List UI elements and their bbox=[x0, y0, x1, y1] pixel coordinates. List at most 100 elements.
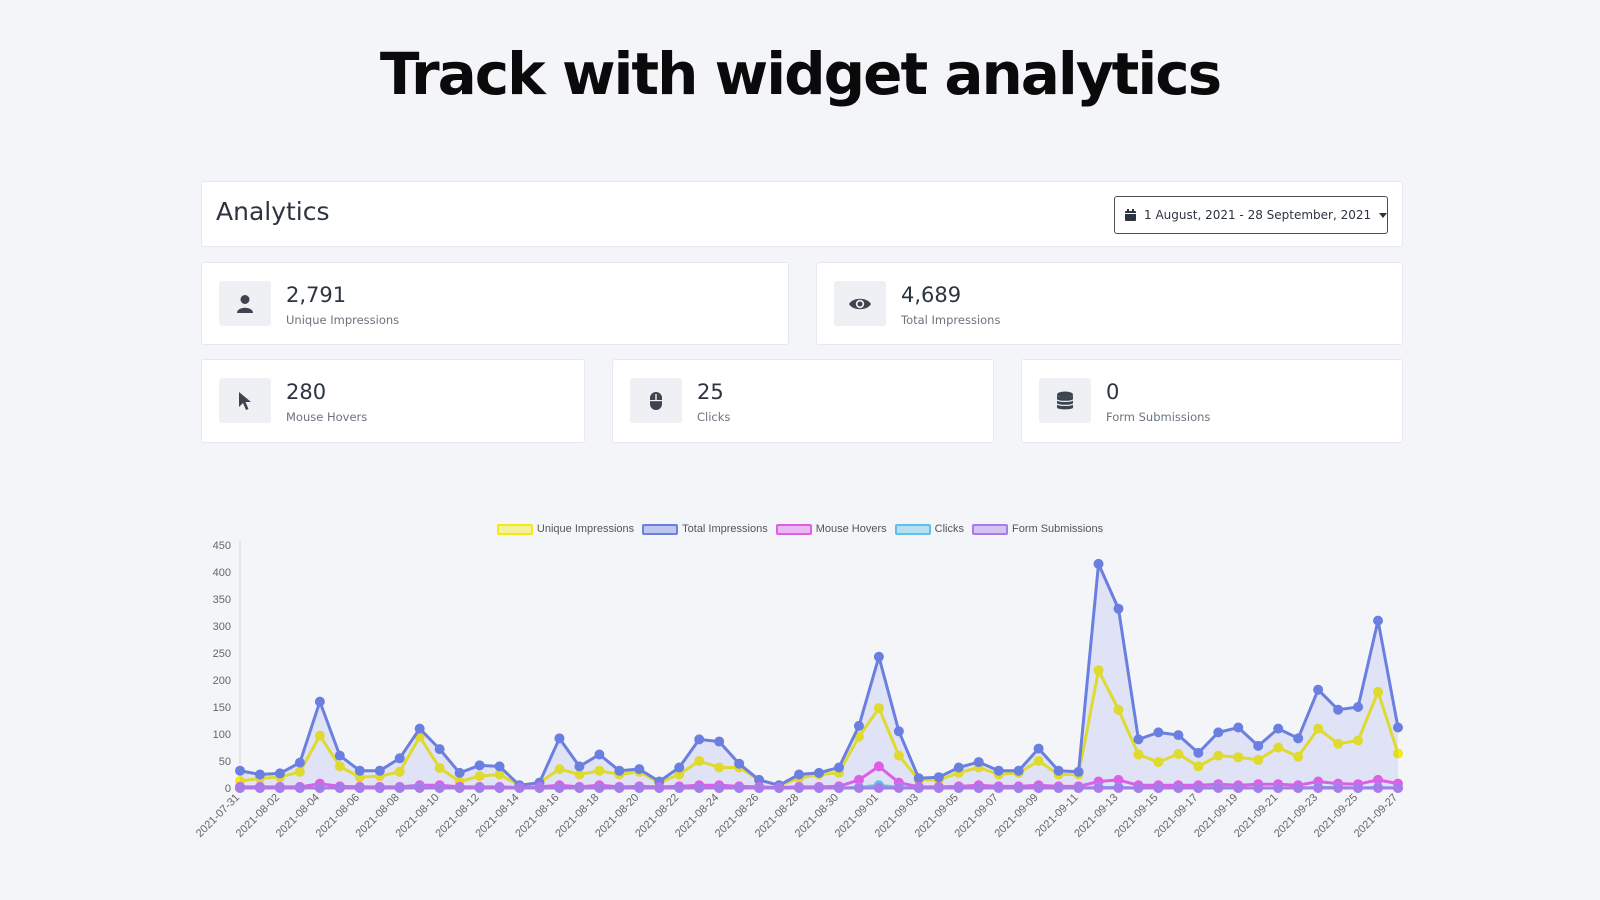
data-point-mouse-hovers bbox=[873, 761, 884, 772]
data-point-unique-impressions bbox=[1273, 742, 1284, 753]
data-point-form-submissions bbox=[1253, 783, 1264, 793]
data-point-form-submissions bbox=[833, 783, 844, 793]
data-point-total-impressions bbox=[314, 696, 325, 707]
data-point-total-impressions bbox=[294, 757, 305, 768]
chart-legend: Unique Impressions Total Impressions Mouse… bbox=[0, 523, 1600, 535]
data-point-form-submissions bbox=[634, 783, 645, 793]
data-point-unique-impressions bbox=[494, 769, 505, 780]
y-tick-label: 0 bbox=[225, 783, 231, 795]
data-point-form-submissions bbox=[454, 783, 465, 793]
data-point-form-submissions bbox=[913, 783, 924, 793]
data-point-unique-impressions bbox=[1093, 665, 1104, 676]
y-tick-label: 350 bbox=[213, 594, 231, 606]
database-icon bbox=[1039, 378, 1091, 423]
data-point-total-impressions bbox=[1273, 723, 1284, 734]
legend-item[interactable]: Clicks bbox=[894, 523, 964, 535]
data-point-total-impressions bbox=[1013, 765, 1024, 776]
data-point-form-submissions bbox=[1193, 783, 1204, 793]
data-point-form-submissions bbox=[794, 783, 805, 793]
data-point-unique-impressions bbox=[694, 756, 705, 766]
data-point-unique-impressions bbox=[1333, 738, 1344, 749]
data-point-mouse-hovers bbox=[1373, 774, 1384, 785]
data-point-form-submissions bbox=[394, 783, 405, 793]
data-point-form-submissions bbox=[1393, 783, 1403, 793]
data-point-total-impressions bbox=[794, 769, 805, 780]
analytics-title: Analytics bbox=[216, 197, 330, 226]
series-area-total-impressions bbox=[240, 563, 1398, 788]
data-point-total-impressions bbox=[953, 762, 964, 773]
data-point-total-impressions bbox=[434, 744, 445, 755]
data-point-form-submissions bbox=[614, 783, 625, 793]
data-point-unique-impressions bbox=[1113, 704, 1124, 715]
data-point-total-impressions bbox=[614, 765, 625, 776]
data-point-unique-impressions bbox=[334, 761, 345, 772]
chevron-down-icon bbox=[1379, 212, 1388, 218]
legend-swatch bbox=[972, 523, 1008, 535]
data-point-unique-impressions bbox=[1213, 750, 1224, 761]
date-range-picker[interactable]: 1 August, 2021 - 28 September, 2021 bbox=[1114, 196, 1388, 234]
legend-swatch bbox=[496, 523, 533, 535]
data-point-total-impressions bbox=[1173, 730, 1184, 741]
stat-card-form-submissions: 0 Form Submissions bbox=[1021, 359, 1403, 443]
legend-swatch bbox=[642, 523, 679, 535]
data-point-form-submissions bbox=[694, 783, 705, 793]
data-point-form-submissions bbox=[434, 783, 445, 793]
data-point-total-impressions bbox=[374, 765, 385, 776]
data-point-total-impressions bbox=[993, 765, 1004, 776]
data-point-mouse-hovers bbox=[1113, 774, 1124, 785]
data-point-total-impressions bbox=[1213, 727, 1224, 738]
y-tick-label: 200 bbox=[213, 675, 231, 687]
data-point-form-submissions bbox=[235, 783, 245, 793]
data-point-form-submissions bbox=[254, 783, 265, 793]
data-point-form-submissions bbox=[734, 783, 745, 793]
stat-value: 0 bbox=[1106, 380, 1120, 404]
data-point-unique-impressions bbox=[873, 703, 884, 714]
stat-value: 25 bbox=[697, 380, 724, 404]
y-tick-label: 250 bbox=[213, 648, 231, 660]
legend-item[interactable]: Unique Impressions bbox=[496, 523, 634, 535]
data-point-unique-impressions bbox=[294, 766, 305, 777]
legend-label: Clicks bbox=[934, 523, 964, 535]
data-point-total-impressions bbox=[674, 762, 685, 773]
data-point-total-impressions bbox=[694, 734, 705, 745]
data-point-total-impressions bbox=[254, 769, 265, 780]
data-point-total-impressions bbox=[1373, 615, 1384, 626]
data-point-total-impressions bbox=[814, 767, 824, 778]
data-point-form-submissions bbox=[334, 783, 345, 793]
user-icon bbox=[219, 281, 271, 326]
legend-item[interactable]: Mouse Hovers bbox=[775, 523, 887, 535]
data-point-unique-impressions bbox=[1233, 752, 1244, 763]
data-point-total-impressions bbox=[1053, 765, 1064, 776]
data-point-unique-impressions bbox=[674, 769, 685, 780]
legend-label: Mouse Hovers bbox=[815, 523, 887, 535]
data-point-total-impressions bbox=[913, 773, 924, 784]
legend-item[interactable]: Total Impressions bbox=[642, 523, 768, 535]
data-point-form-submissions bbox=[973, 783, 984, 793]
data-point-form-submissions bbox=[754, 783, 765, 793]
data-point-unique-impressions bbox=[314, 730, 325, 741]
data-point-total-impressions bbox=[1333, 704, 1344, 715]
legend-item[interactable]: Form Submissions bbox=[972, 523, 1103, 535]
data-point-total-impressions bbox=[554, 733, 565, 744]
data-point-form-submissions bbox=[554, 783, 565, 793]
legend-swatch bbox=[775, 523, 812, 535]
stat-card-clicks: 25 Clicks bbox=[612, 359, 994, 443]
data-point-total-impressions bbox=[634, 764, 645, 775]
data-point-unique-impressions bbox=[1373, 686, 1384, 697]
data-point-total-impressions bbox=[873, 651, 884, 662]
y-tick-label: 50 bbox=[219, 756, 231, 768]
data-point-total-impressions bbox=[454, 767, 465, 778]
data-point-form-submissions bbox=[514, 783, 525, 793]
data-point-form-submissions bbox=[873, 783, 884, 793]
data-point-total-impressions bbox=[1153, 727, 1164, 738]
data-point-form-submissions bbox=[1233, 783, 1244, 793]
stat-value: 2,791 bbox=[286, 283, 347, 307]
date-range-text: 1 August, 2021 - 28 September, 2021 bbox=[1144, 208, 1372, 222]
data-point-total-impressions bbox=[1393, 722, 1403, 733]
data-point-unique-impressions bbox=[434, 763, 445, 774]
stat-label: Mouse Hovers bbox=[286, 410, 368, 424]
data-point-total-impressions bbox=[853, 720, 864, 731]
data-point-unique-impressions bbox=[1293, 751, 1304, 762]
data-point-total-impressions bbox=[1233, 722, 1244, 733]
